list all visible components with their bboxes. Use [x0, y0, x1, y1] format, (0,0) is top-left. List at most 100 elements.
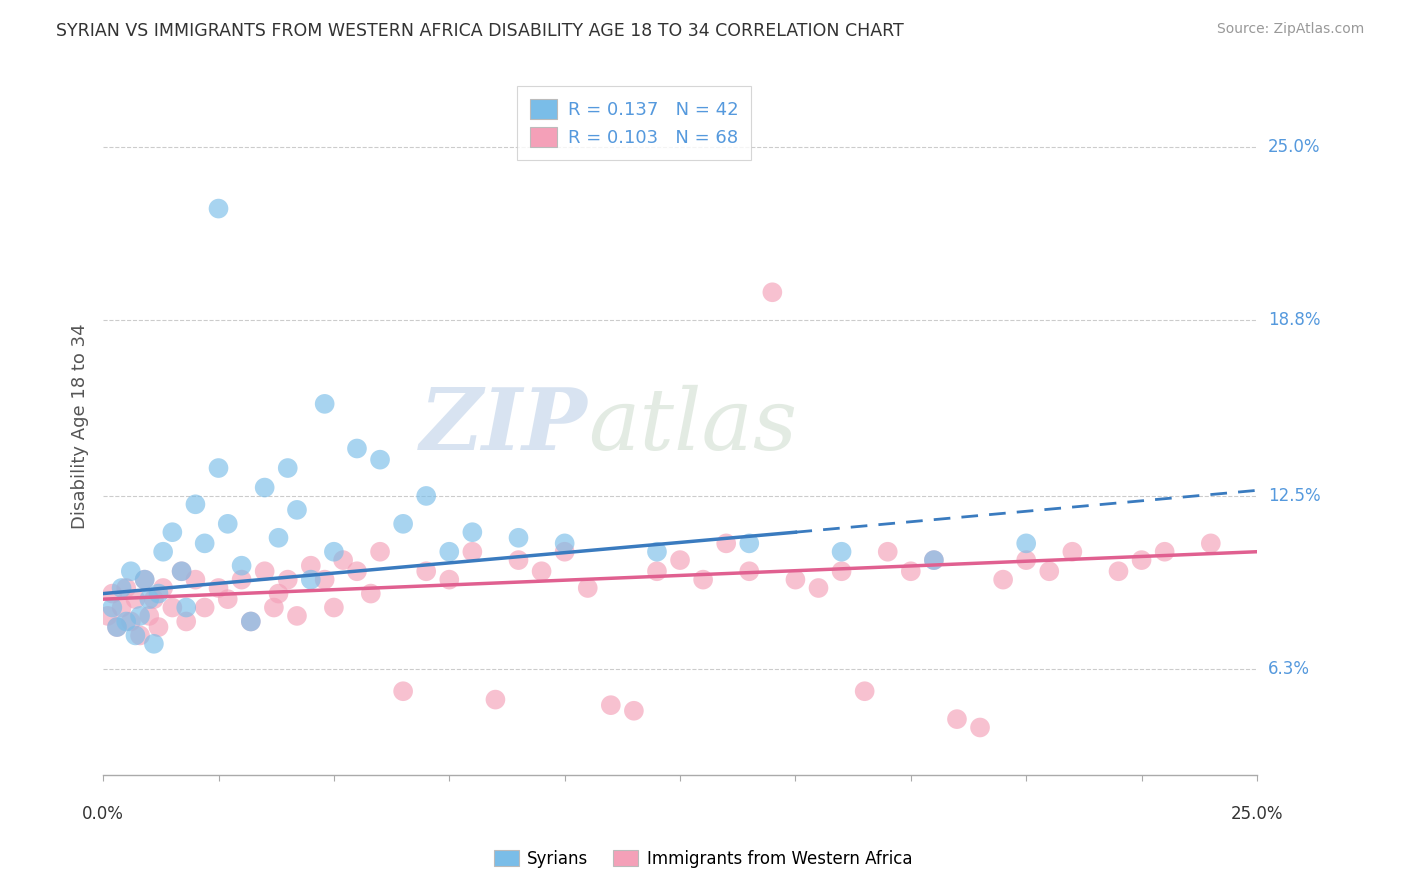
Point — [170, 564, 193, 578]
Text: 18.8%: 18.8% — [1268, 311, 1320, 329]
Point — [267, 531, 290, 545]
Point — [138, 592, 160, 607]
Text: atlas: atlas — [588, 384, 797, 467]
Point — [105, 620, 128, 634]
Point — [508, 531, 530, 545]
Point — [1062, 545, 1084, 559]
Point — [761, 285, 783, 300]
Point — [831, 564, 853, 578]
Point — [1153, 545, 1175, 559]
Point — [360, 586, 382, 600]
Point — [184, 497, 207, 511]
Text: ZIP: ZIP — [420, 384, 588, 468]
Point — [576, 581, 599, 595]
Point — [969, 721, 991, 735]
Point — [142, 592, 165, 607]
Point — [162, 525, 184, 540]
Point — [900, 564, 922, 578]
Point — [207, 461, 229, 475]
Point — [239, 615, 262, 629]
Point — [853, 684, 876, 698]
Point — [174, 600, 197, 615]
Point — [1015, 536, 1038, 550]
Point — [322, 600, 344, 615]
Point — [110, 600, 132, 615]
Point — [415, 489, 437, 503]
Point — [599, 698, 621, 713]
Point — [738, 564, 761, 578]
Point — [162, 600, 184, 615]
Point — [101, 600, 124, 615]
Text: 25.0%: 25.0% — [1268, 138, 1320, 156]
Point — [554, 536, 576, 550]
Point — [115, 581, 138, 595]
Point — [738, 536, 761, 550]
Point — [785, 573, 807, 587]
Point — [194, 536, 217, 550]
Point — [484, 692, 506, 706]
Point — [231, 573, 253, 587]
Point — [253, 481, 276, 495]
Point — [217, 516, 239, 531]
Point — [530, 564, 553, 578]
Point — [124, 592, 146, 607]
Point — [439, 573, 461, 587]
Point — [124, 628, 146, 642]
Point — [1130, 553, 1153, 567]
Point — [314, 397, 336, 411]
Point — [991, 573, 1014, 587]
Text: Source: ZipAtlas.com: Source: ZipAtlas.com — [1216, 22, 1364, 37]
Point — [314, 573, 336, 587]
Point — [299, 573, 322, 587]
Point — [105, 620, 128, 634]
Point — [368, 452, 391, 467]
Point — [692, 573, 714, 587]
Point — [110, 581, 132, 595]
Point — [1038, 564, 1060, 578]
Point — [831, 545, 853, 559]
Point — [97, 608, 120, 623]
Point — [170, 564, 193, 578]
Point — [120, 615, 142, 629]
Point — [645, 564, 668, 578]
Point — [129, 628, 152, 642]
Point — [134, 573, 156, 587]
Point — [299, 558, 322, 573]
Point — [277, 573, 299, 587]
Point — [922, 553, 945, 567]
Point — [184, 573, 207, 587]
Point — [439, 545, 461, 559]
Point — [239, 615, 262, 629]
Point — [716, 536, 738, 550]
Point — [148, 620, 170, 634]
Point — [461, 525, 484, 540]
Point — [231, 558, 253, 573]
Point — [277, 461, 299, 475]
Point — [217, 592, 239, 607]
Point — [148, 586, 170, 600]
Point — [129, 608, 152, 623]
Text: 6.3%: 6.3% — [1268, 660, 1310, 678]
Point — [922, 553, 945, 567]
Point — [1108, 564, 1130, 578]
Legend: R = 0.137   N = 42, R = 0.103   N = 68: R = 0.137 N = 42, R = 0.103 N = 68 — [517, 87, 751, 160]
Point — [1015, 553, 1038, 567]
Point — [807, 581, 830, 595]
Point — [253, 564, 276, 578]
Text: 25.0%: 25.0% — [1230, 805, 1284, 823]
Point — [263, 600, 285, 615]
Point — [392, 684, 415, 698]
Point — [267, 586, 290, 600]
Point — [101, 586, 124, 600]
Point — [508, 553, 530, 567]
Point — [876, 545, 898, 559]
Point — [392, 516, 415, 531]
Text: SYRIAN VS IMMIGRANTS FROM WESTERN AFRICA DISABILITY AGE 18 TO 34 CORRELATION CHA: SYRIAN VS IMMIGRANTS FROM WESTERN AFRICA… — [56, 22, 904, 40]
Text: 12.5%: 12.5% — [1268, 487, 1320, 505]
Point — [1199, 536, 1222, 550]
Point — [207, 202, 229, 216]
Point — [368, 545, 391, 559]
Point — [138, 608, 160, 623]
Point — [623, 704, 645, 718]
Point — [142, 637, 165, 651]
